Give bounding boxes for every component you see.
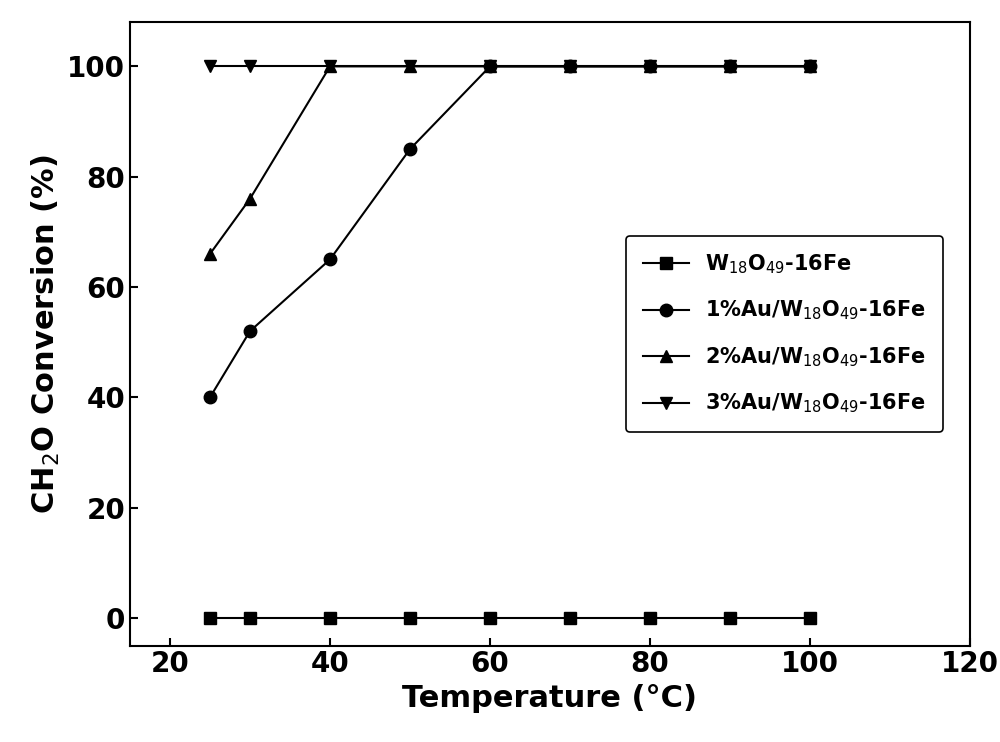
W$_{18}$O$_{49}$-16Fe — [324, 614, 336, 623]
Legend: W$_{18}$O$_{49}$-16Fe, 1%Au/W$_{18}$O$_{49}$-16Fe, 2%Au/W$_{18}$O$_{49}$-16Fe, 3: W$_{18}$O$_{49}$-16Fe, 1%Au/W$_{18}$O$_{… — [626, 236, 943, 432]
1%Au/W$_{18}$O$_{49}$-16Fe — [564, 62, 576, 70]
2%Au/W$_{18}$O$_{49}$-16Fe — [204, 249, 216, 258]
Line: 3%Au/W$_{18}$O$_{49}$-16Fe: 3%Au/W$_{18}$O$_{49}$-16Fe — [204, 60, 816, 73]
3%Au/W$_{18}$O$_{49}$-16Fe — [244, 62, 256, 70]
Line: 1%Au/W$_{18}$O$_{49}$-16Fe: 1%Au/W$_{18}$O$_{49}$-16Fe — [204, 60, 816, 404]
Line: W$_{18}$O$_{49}$-16Fe: W$_{18}$O$_{49}$-16Fe — [204, 611, 816, 624]
1%Au/W$_{18}$O$_{49}$-16Fe — [404, 145, 416, 154]
X-axis label: Temperature (°C): Temperature (°C) — [402, 684, 698, 713]
2%Au/W$_{18}$O$_{49}$-16Fe — [724, 62, 736, 70]
Y-axis label: CH$_2$O Conversion (%): CH$_2$O Conversion (%) — [29, 154, 62, 513]
W$_{18}$O$_{49}$-16Fe — [244, 614, 256, 623]
W$_{18}$O$_{49}$-16Fe — [204, 614, 216, 623]
W$_{18}$O$_{49}$-16Fe — [564, 614, 576, 623]
W$_{18}$O$_{49}$-16Fe — [724, 614, 736, 623]
2%Au/W$_{18}$O$_{49}$-16Fe — [324, 62, 336, 70]
3%Au/W$_{18}$O$_{49}$-16Fe — [724, 62, 736, 70]
1%Au/W$_{18}$O$_{49}$-16Fe — [204, 393, 216, 401]
1%Au/W$_{18}$O$_{49}$-16Fe — [724, 62, 736, 70]
2%Au/W$_{18}$O$_{49}$-16Fe — [484, 62, 496, 70]
3%Au/W$_{18}$O$_{49}$-16Fe — [204, 62, 216, 70]
2%Au/W$_{18}$O$_{49}$-16Fe — [404, 62, 416, 70]
3%Au/W$_{18}$O$_{49}$-16Fe — [804, 62, 816, 70]
Line: 2%Au/W$_{18}$O$_{49}$-16Fe: 2%Au/W$_{18}$O$_{49}$-16Fe — [204, 60, 816, 260]
1%Au/W$_{18}$O$_{49}$-16Fe — [244, 326, 256, 335]
2%Au/W$_{18}$O$_{49}$-16Fe — [804, 62, 816, 70]
1%Au/W$_{18}$O$_{49}$-16Fe — [484, 62, 496, 70]
2%Au/W$_{18}$O$_{49}$-16Fe — [244, 194, 256, 203]
3%Au/W$_{18}$O$_{49}$-16Fe — [324, 62, 336, 70]
3%Au/W$_{18}$O$_{49}$-16Fe — [644, 62, 656, 70]
3%Au/W$_{18}$O$_{49}$-16Fe — [404, 62, 416, 70]
2%Au/W$_{18}$O$_{49}$-16Fe — [644, 62, 656, 70]
W$_{18}$O$_{49}$-16Fe — [484, 614, 496, 623]
W$_{18}$O$_{49}$-16Fe — [404, 614, 416, 623]
1%Au/W$_{18}$O$_{49}$-16Fe — [804, 62, 816, 70]
1%Au/W$_{18}$O$_{49}$-16Fe — [644, 62, 656, 70]
W$_{18}$O$_{49}$-16Fe — [644, 614, 656, 623]
1%Au/W$_{18}$O$_{49}$-16Fe — [324, 255, 336, 264]
W$_{18}$O$_{49}$-16Fe — [804, 614, 816, 623]
2%Au/W$_{18}$O$_{49}$-16Fe — [564, 62, 576, 70]
3%Au/W$_{18}$O$_{49}$-16Fe — [564, 62, 576, 70]
3%Au/W$_{18}$O$_{49}$-16Fe — [484, 62, 496, 70]
